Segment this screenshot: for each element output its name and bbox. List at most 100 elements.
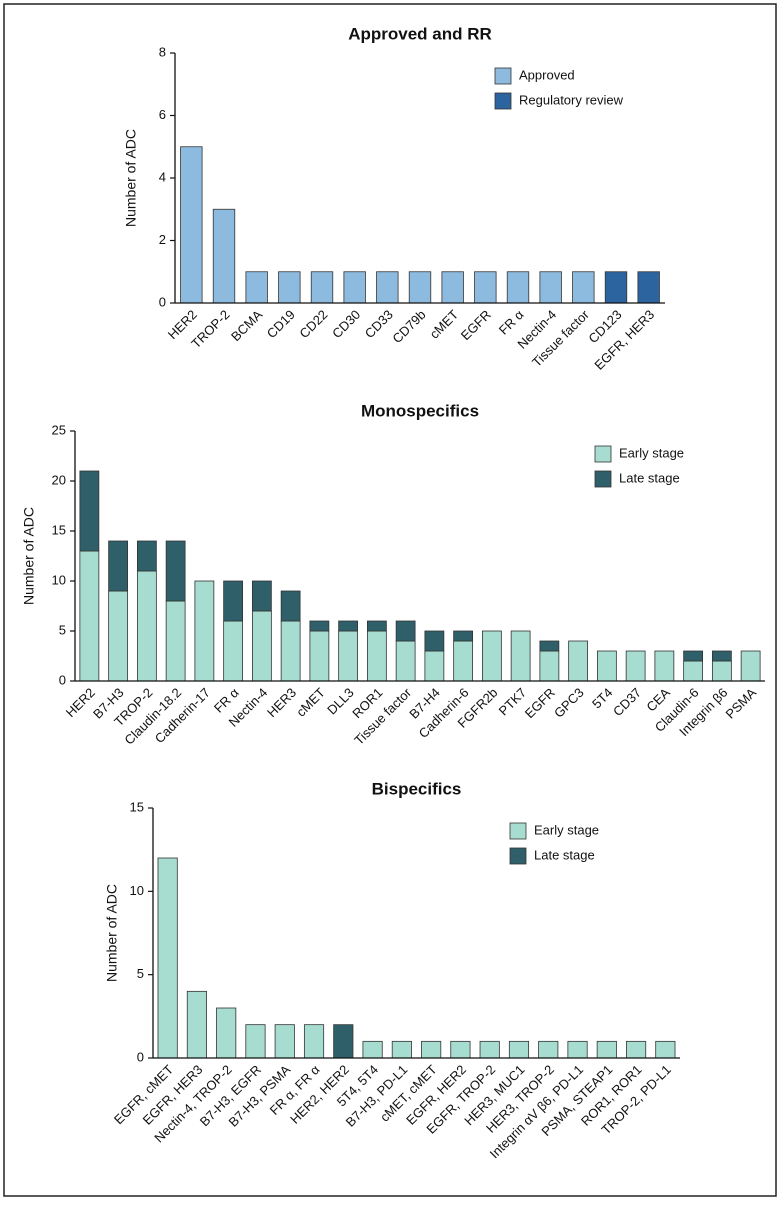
bar-segment <box>79 550 100 682</box>
bar-segment <box>654 650 675 682</box>
bar-segment <box>625 650 646 682</box>
bar-segment <box>309 620 330 632</box>
bar-segment <box>441 271 464 304</box>
bar-segment <box>424 630 445 652</box>
chart-title: Bispecifics <box>372 779 462 798</box>
bar-segment <box>157 857 178 1059</box>
bar-segment <box>538 1040 559 1059</box>
bar-segment <box>408 271 432 304</box>
y-tick-label: 10 <box>130 883 144 898</box>
bar-segment <box>539 650 560 682</box>
bar-segment <box>278 271 301 304</box>
legend-label: Early stage <box>619 445 684 460</box>
y-tick-label: 0 <box>159 294 166 309</box>
y-tick-label: 10 <box>52 572 66 587</box>
bar-segment <box>136 570 157 682</box>
y-tick-label: 0 <box>137 1049 144 1064</box>
bar-segment <box>481 630 502 682</box>
bar-segment <box>655 1040 676 1059</box>
bar-segment <box>362 1040 383 1059</box>
bar-segment <box>395 620 416 642</box>
bar-segment <box>626 1040 647 1059</box>
legend-swatch <box>594 445 612 463</box>
bar-segment <box>251 610 272 682</box>
bar-segment <box>450 1040 471 1059</box>
bar-segment <box>338 620 359 632</box>
y-axis-label: Number of ADC <box>123 129 139 227</box>
legend-label: Regulatory review <box>519 92 624 107</box>
bar-segment <box>510 630 531 682</box>
bar-segment <box>539 640 560 652</box>
bar-segment <box>165 540 186 602</box>
bar-segment <box>596 1040 617 1059</box>
bar-segment <box>280 620 301 682</box>
bar-segment <box>391 1040 412 1059</box>
bar-segment <box>604 271 628 304</box>
legend-swatch <box>494 67 512 85</box>
bar-segment <box>474 271 497 304</box>
bar-segment <box>274 1024 295 1059</box>
bar-segment <box>245 271 268 304</box>
bar-segment <box>280 590 301 622</box>
bar-segment <box>711 650 732 662</box>
legend-label: Late stage <box>619 470 680 485</box>
bar-segment <box>180 146 203 304</box>
bar-segment <box>245 1024 266 1059</box>
y-tick-label: 20 <box>52 472 66 487</box>
frame <box>3 3 777 1197</box>
bar-segment <box>366 630 387 682</box>
bar-segment <box>395 640 416 682</box>
bar-segment <box>508 1040 530 1059</box>
bar-segment <box>424 650 445 682</box>
bar-segment <box>333 1024 354 1059</box>
y-axis-label: Number of ADC <box>21 507 37 605</box>
legend-swatch <box>494 92 512 110</box>
legend-label: Approved <box>519 67 575 82</box>
bar-segment <box>740 650 761 682</box>
y-tick-label: 4 <box>159 169 166 184</box>
bar-segment <box>223 620 244 682</box>
y-tick-label: 8 <box>159 44 166 59</box>
bar-segment <box>108 590 129 682</box>
bar-segment <box>567 1040 588 1059</box>
legend-swatch <box>594 470 612 488</box>
legend-swatch <box>509 822 527 840</box>
chart-title: Approved and RR <box>348 24 492 43</box>
bar-segment <box>338 630 359 682</box>
y-tick-label: 0 <box>59 672 66 687</box>
bar-segment <box>310 271 334 304</box>
bar-segment <box>186 990 207 1059</box>
bar-segment <box>453 630 474 642</box>
bar-segment <box>165 600 186 682</box>
bar-segment <box>108 540 129 592</box>
y-tick-label: 15 <box>52 522 66 537</box>
bar-segment <box>596 650 617 682</box>
bar-segment <box>711 660 732 682</box>
bar-segment <box>572 271 595 304</box>
bar-segment <box>343 271 366 304</box>
bar-segment <box>79 470 100 552</box>
legend-label: Late stage <box>534 847 595 862</box>
legend-swatch <box>509 847 527 865</box>
bar-segment <box>216 1007 237 1059</box>
y-tick-label: 5 <box>137 966 144 981</box>
bar-segment <box>366 620 387 632</box>
bar-segment <box>212 208 236 304</box>
y-tick-label: 25 <box>52 422 66 437</box>
bar-segment <box>479 1040 500 1059</box>
bar-segment <box>683 650 704 662</box>
bar-segment <box>309 630 330 682</box>
legend-label: Early stage <box>534 822 599 837</box>
bar-segment <box>539 271 562 304</box>
bar-segment <box>251 580 272 612</box>
bar-segment <box>568 640 589 682</box>
bar-segment <box>683 660 704 682</box>
bar-segment <box>376 271 399 304</box>
y-axis-label: Number of ADC <box>104 884 120 982</box>
bar-segment <box>453 640 474 682</box>
y-tick-label: 15 <box>130 799 144 814</box>
y-tick-label: 6 <box>159 107 166 122</box>
bar-segment <box>136 540 157 572</box>
